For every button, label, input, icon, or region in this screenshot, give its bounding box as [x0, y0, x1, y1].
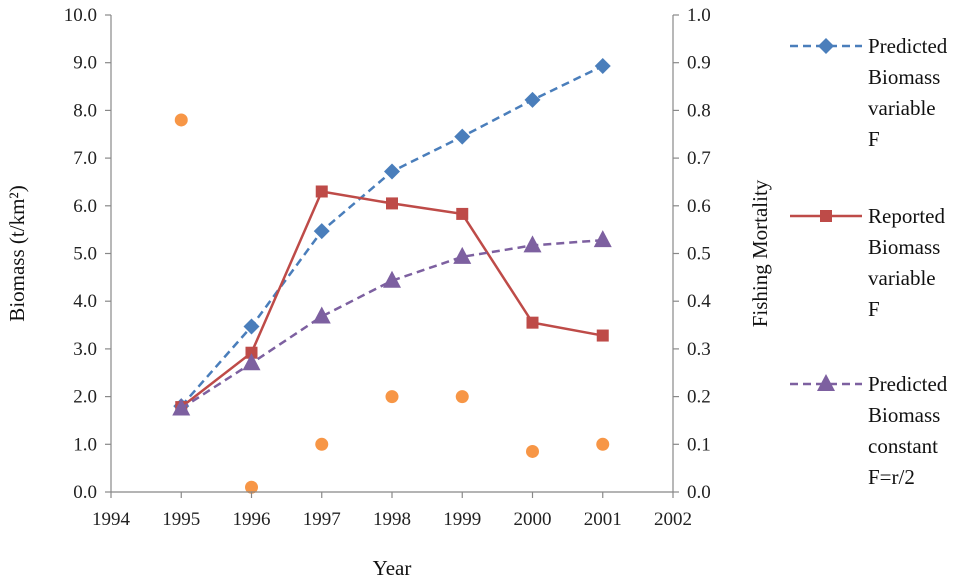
series-3-point — [453, 246, 472, 264]
axes: 0.0 1.0 2.0 3.0 4.0 5.0 6.0 7.0 8.0 9.0 10.0 0.0 0.1… — [5, 5, 772, 580]
x-tick-label: 2000 — [514, 509, 552, 530]
x-tick-label: 1994 — [92, 509, 131, 530]
series-1-point — [384, 163, 400, 180]
y-right-tick-label: 0.0 — [687, 482, 711, 503]
x-tick-label: 2001 — [584, 509, 622, 530]
legend-marker — [820, 210, 832, 222]
series-4 — [174, 113, 610, 494]
y-right-tick-label: 0.3 — [687, 339, 711, 360]
y-left-tick-label: 6.0 — [73, 196, 97, 217]
x-axis-title: Year — [373, 556, 412, 580]
legend-label-line: Predicted — [868, 372, 948, 396]
series-1-point — [454, 128, 471, 145]
y-left-axis-title: Biomass (t/km²) — [5, 185, 29, 321]
series-4-point — [596, 437, 610, 451]
x-tick-label: 1996 — [233, 509, 271, 530]
series-1 — [173, 58, 611, 415]
legend-marker — [817, 374, 835, 391]
series-3-point — [242, 353, 261, 371]
legend-label-line: F=r/2 — [868, 465, 915, 489]
y-left-tick-label: 3.0 — [73, 339, 97, 360]
series-2-point — [526, 316, 539, 329]
legend: Predicted Biomass variable F Reported Biomass… — [790, 34, 948, 489]
legend-label-line: F — [868, 127, 880, 151]
y-right-tick-label: 1.0 — [687, 5, 711, 26]
x-tick-label: 1999 — [443, 509, 481, 530]
y-right-tick-label: 0.2 — [687, 387, 711, 408]
y-right-tick-label: 0.8 — [687, 100, 711, 121]
series-1-point — [313, 223, 330, 240]
series-2-point — [315, 185, 328, 198]
series-3-point — [312, 306, 331, 324]
y-left-tick-label: 4.0 — [73, 291, 97, 312]
y-right-tick-label: 0.5 — [687, 244, 711, 265]
series-2-point — [386, 197, 398, 210]
series-4-point — [526, 444, 539, 458]
series-1-line — [180, 64, 604, 407]
series-1-point — [594, 58, 611, 75]
series-3-point — [172, 398, 191, 416]
plot-area — [172, 58, 612, 494]
legend-label-line: Biomass — [868, 403, 940, 427]
legend-entry-3: Predicted Biomass constant F=r/2 — [790, 372, 948, 489]
y-left-tick-label: 10.0 — [64, 5, 97, 26]
series-4-point — [315, 437, 329, 451]
legend-entry-1: Predicted Biomass variable F — [790, 34, 948, 151]
series-2-point — [596, 329, 609, 342]
series-3 — [172, 230, 612, 416]
series-4-point — [245, 480, 258, 494]
series-3-point — [383, 270, 401, 288]
series-2 — [175, 185, 609, 414]
legend-label-line: Biomass — [868, 65, 940, 89]
legend-label-line: Predicted — [868, 34, 948, 58]
series-4-point — [385, 390, 399, 404]
y-right-tick-label: 0.4 — [687, 291, 711, 312]
y-right-tick-label: 0.1 — [687, 434, 711, 455]
y-right-axis-title: Fishing Mortality — [748, 179, 772, 327]
legend-entry-2: Reported Biomass variable F — [790, 204, 945, 321]
x-tick-label: 1997 — [303, 509, 341, 530]
legend-label-line: F — [868, 297, 880, 321]
series-4-point — [455, 390, 469, 404]
y-left-tick-label: 7.0 — [73, 148, 97, 169]
legend-label-line: variable — [868, 96, 936, 120]
legend-label-line: Reported — [868, 204, 945, 228]
legend-marker — [818, 38, 834, 54]
legend-label-line: constant — [868, 434, 938, 458]
series-3-point — [593, 230, 612, 248]
series-3-point — [523, 235, 542, 253]
y-left-tick-label: 2.0 — [73, 387, 97, 408]
series-2-point — [456, 207, 469, 220]
y-left-tick-label: 9.0 — [73, 53, 97, 74]
y-left-tick-label: 8.0 — [73, 100, 97, 121]
x-tick-label: 2002 — [654, 509, 692, 530]
y-left-tick-label: 0.0 — [73, 482, 97, 503]
series-1-point — [524, 91, 541, 108]
series-2-line — [180, 190, 603, 409]
y-right-tick-label: 0.7 — [687, 148, 711, 169]
y-right-tick-label: 0.9 — [687, 53, 711, 74]
y-left-tick-label: 5.0 — [73, 244, 97, 265]
series-1-point — [243, 318, 260, 335]
y-right-tick-label: 0.6 — [687, 196, 711, 217]
series-2-point — [245, 346, 258, 359]
legend-label-line: Biomass — [868, 235, 940, 259]
x-tick-label: 1998 — [373, 509, 411, 530]
series-4-point — [174, 113, 188, 127]
y-left-tick-label: 1.0 — [73, 434, 97, 455]
legend-label-line: variable — [868, 266, 936, 290]
x-tick-label: 1995 — [162, 509, 200, 530]
